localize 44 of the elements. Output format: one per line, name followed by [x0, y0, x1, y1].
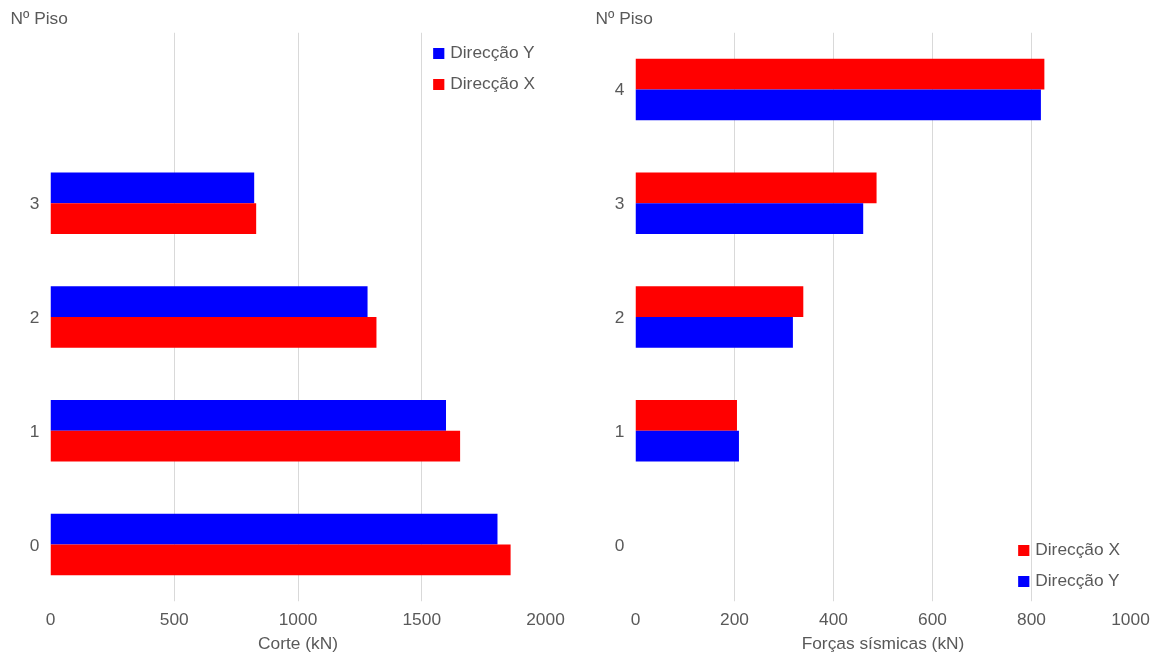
- bar: [50, 203, 257, 234]
- y-tick-label: 3: [614, 193, 625, 214]
- x-tick-label: 600: [918, 608, 947, 629]
- bar: [635, 430, 739, 462]
- y-tick-label: 0: [614, 534, 625, 555]
- bar: [50, 544, 511, 576]
- legend-label: Direcção X: [1035, 539, 1120, 560]
- bar: [635, 58, 1045, 90]
- bar: [635, 286, 804, 317]
- y-tick-label: 1: [29, 420, 40, 441]
- x-tick-label: 500: [159, 608, 189, 629]
- legend-label: Direcção Y: [1035, 570, 1120, 591]
- bar: [50, 400, 447, 431]
- y-tick-label: 2: [29, 307, 40, 327]
- y-tick-label: 1: [614, 420, 625, 441]
- x-tick-label: 1000: [278, 608, 318, 629]
- legend-label: Direcção X: [450, 73, 535, 94]
- x-tick-label: 0: [630, 608, 641, 629]
- x-tick-label: 400: [819, 608, 848, 629]
- x-tick-label: 200: [720, 608, 749, 629]
- x-axis-title: Forças sísmicas (kN): [801, 632, 965, 653]
- x-tick-label: 2000: [526, 608, 565, 629]
- y-axis-title: Nº Piso: [10, 7, 68, 28]
- y-tick-label: 4: [614, 79, 625, 100]
- bar: [50, 513, 498, 545]
- x-tick-label: 1500: [402, 608, 442, 629]
- x-axis-title: Corte (kN): [258, 632, 338, 653]
- y-tick-label: 3: [29, 193, 40, 214]
- bar: [635, 317, 793, 348]
- bar: [50, 430, 461, 462]
- y-axis-title: Nº Piso: [595, 7, 653, 28]
- bar: [635, 400, 737, 431]
- y-tick-label: 0: [29, 534, 40, 555]
- bar: [635, 203, 864, 234]
- bar: [50, 286, 368, 317]
- bar: [635, 89, 1041, 121]
- legend-label: Direcção Y: [450, 42, 535, 63]
- x-tick-label: 0: [45, 608, 56, 629]
- y-tick-label: 2: [614, 307, 625, 327]
- x-tick-label: 800: [1017, 608, 1046, 629]
- bar: [50, 317, 377, 348]
- bar: [635, 172, 877, 204]
- x-tick-label: 1000: [1111, 608, 1150, 629]
- bar: [50, 172, 255, 204]
